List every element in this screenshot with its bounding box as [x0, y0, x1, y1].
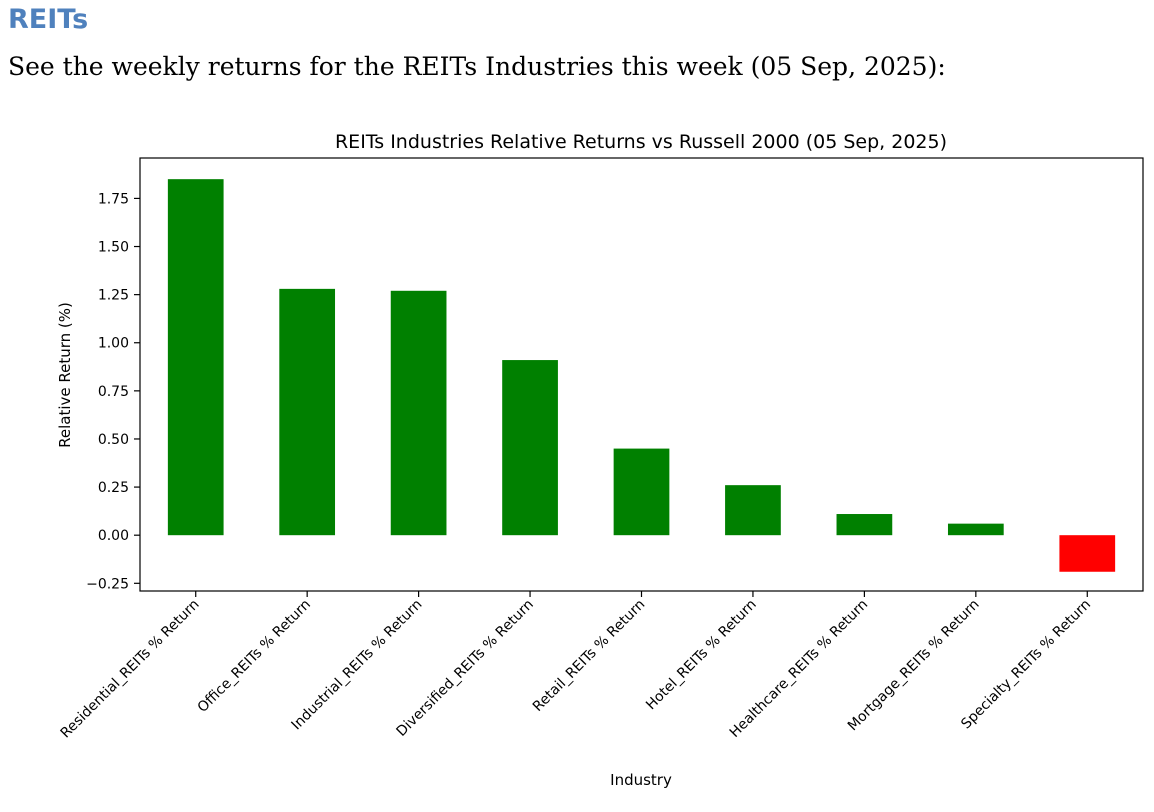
y-axis-label: Relative Return (%) [56, 302, 74, 448]
x-tick-label: Mortgage_REITs % Return [845, 597, 983, 735]
x-tick-label: Office_REITs % Return [195, 597, 314, 716]
page-heading: REITs [8, 4, 89, 35]
y-tick-label: 0.00 [98, 528, 129, 544]
x-tick-label: Industrial_REITs % Return [289, 597, 426, 734]
bar [1059, 535, 1116, 572]
bar [279, 288, 336, 536]
y-tick-label: 1.00 [98, 336, 129, 352]
bar [947, 523, 1004, 536]
y-tick-label: −0.25 [86, 576, 129, 592]
bar [390, 290, 447, 536]
y-tick-label: 1.50 [98, 240, 129, 256]
bar [167, 179, 224, 536]
x-tick-label: Hotel_REITs % Return [643, 597, 760, 714]
y-tick-label: 1.25 [98, 288, 129, 304]
bar [502, 360, 558, 536]
y-axis: −0.25 0.00 0.25 0.50 0.75 1.00 1.25 1.50 1.75 [86, 191, 140, 592]
bars-group [167, 179, 1116, 572]
y-tick-label: 0.50 [98, 432, 129, 448]
x-tick-label: Specialty_REITs % Return [958, 597, 1094, 733]
bar [836, 514, 893, 536]
x-tick-label: Residential_REITs % Return [58, 597, 203, 742]
page-subheading: See the weekly returns for the REITs Ind… [8, 52, 946, 81]
y-tick-label: 0.75 [98, 384, 129, 400]
plot-frame [139, 157, 1144, 592]
y-tick-label: 1.75 [98, 191, 129, 207]
x-tick-label: Retail_REITs % Return [530, 597, 648, 715]
bar [725, 485, 781, 536]
y-tick-label: 0.25 [98, 480, 129, 496]
bar [613, 448, 670, 536]
chart-title: REITs Industries Relative Returns vs Rus… [335, 131, 947, 153]
x-axis-label: Industry [610, 771, 672, 789]
